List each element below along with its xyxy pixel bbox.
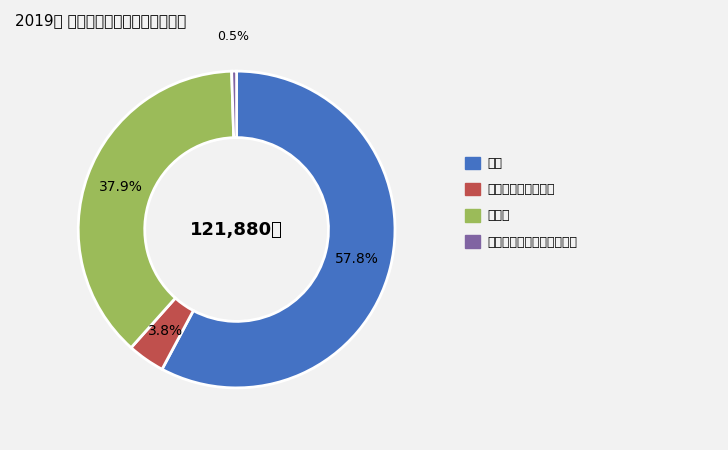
Text: 121,880㎡: 121,880㎡	[190, 220, 283, 238]
Text: 2019年 全建築物の床面積合計の内訳: 2019年 全建築物の床面積合計の内訳	[15, 14, 186, 28]
Text: 3.8%: 3.8%	[149, 324, 183, 338]
Text: 57.8%: 57.8%	[335, 252, 379, 266]
Text: 37.9%: 37.9%	[98, 180, 143, 194]
Legend: 木造, 鉄筋コンクリート造, 鉄骨造, その他（上記以外の合計）: 木造, 鉄筋コンクリート造, 鉄骨造, その他（上記以外の合計）	[465, 157, 577, 248]
Wedge shape	[78, 71, 234, 348]
Wedge shape	[162, 71, 395, 388]
Wedge shape	[131, 298, 194, 369]
Text: 0.5%: 0.5%	[218, 30, 250, 43]
Wedge shape	[232, 71, 237, 138]
